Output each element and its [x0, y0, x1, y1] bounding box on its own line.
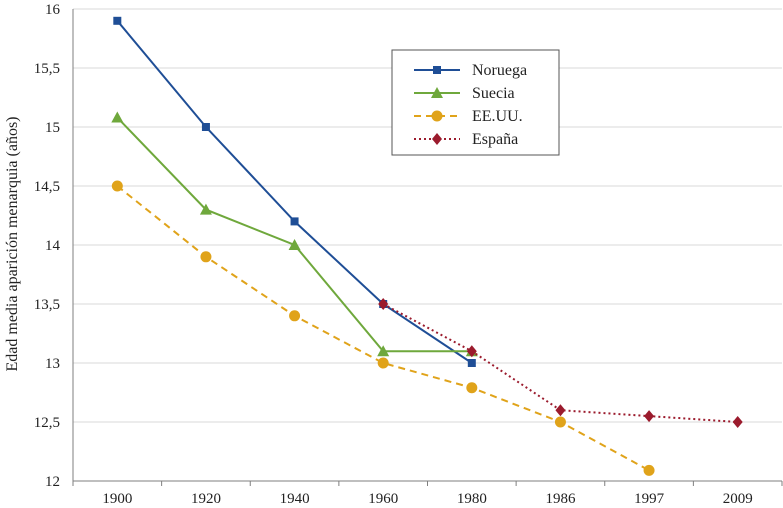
- y-tick-labels: 12 12,5 13 13,5 14 14,5 15 15,5 16: [34, 2, 61, 490]
- x-tick-label: 1920: [191, 491, 221, 507]
- data-point: [554, 416, 566, 428]
- x-tick-label: 1940: [280, 491, 310, 507]
- legend-box: [391, 49, 560, 156]
- data-point: [201, 123, 210, 131]
- data-point: [200, 251, 212, 263]
- legend-marker: [431, 110, 443, 122]
- y-tick-label: 12,5: [34, 415, 60, 431]
- data-point: [288, 239, 301, 250]
- data-point: [466, 382, 478, 394]
- data-point: [644, 410, 655, 423]
- y-tick-label: 15: [45, 120, 60, 136]
- y-tick-label: 12: [45, 474, 60, 490]
- x-tick-label: 1986: [545, 491, 576, 507]
- data-point: [643, 464, 655, 476]
- y-tick-label: 13,5: [34, 297, 60, 313]
- legend-label: EE.UU.: [472, 108, 523, 125]
- y-tick-label: 14,5: [34, 179, 60, 195]
- legend-label: Noruega: [472, 62, 527, 79]
- legend: Noruega Suecia EE.UU. España: [391, 49, 560, 156]
- y-tick-label: 16: [45, 2, 61, 18]
- data-point: [732, 416, 743, 428]
- x-tick-label: 1997: [634, 491, 665, 507]
- legend-marker: [433, 66, 441, 74]
- y-axis-label: Edad media aparición menarquia (años): [4, 117, 21, 372]
- data-point: [467, 359, 476, 367]
- series-ee-uu: [111, 180, 655, 476]
- data-point: [111, 180, 123, 192]
- legend-marker: [432, 133, 442, 145]
- data-point: [378, 298, 389, 310]
- data-point: [377, 345, 390, 357]
- data-point: [289, 310, 301, 322]
- data-point: [111, 111, 124, 123]
- x-tick-label: 1960: [368, 491, 398, 507]
- axes: [72, 9, 783, 486]
- series-españa: [378, 298, 743, 428]
- data-point: [555, 404, 566, 417]
- legend-marker: [431, 87, 443, 98]
- series-group: [111, 16, 743, 476]
- legend-label: Suecia: [472, 85, 515, 102]
- y-tick-label: 15,5: [34, 61, 60, 77]
- legend-label: España: [472, 131, 518, 148]
- y-tick-label: 14: [45, 238, 61, 254]
- data-point: [199, 203, 212, 215]
- data-point: [466, 345, 477, 358]
- x-tick-label: 2009: [723, 491, 753, 507]
- x-tick-label: 1980: [457, 491, 487, 507]
- y-tick-label: 13: [45, 356, 60, 372]
- data-point: [290, 217, 299, 226]
- data-point: [113, 16, 122, 25]
- x-tick-labels: 1900 1920 1940 1960 1980 1986 1997 2009: [102, 491, 752, 507]
- series-line: [116, 185, 650, 472]
- series-suecia: [111, 111, 478, 357]
- x-tick-label: 1900: [102, 491, 132, 507]
- data-point: [377, 357, 389, 369]
